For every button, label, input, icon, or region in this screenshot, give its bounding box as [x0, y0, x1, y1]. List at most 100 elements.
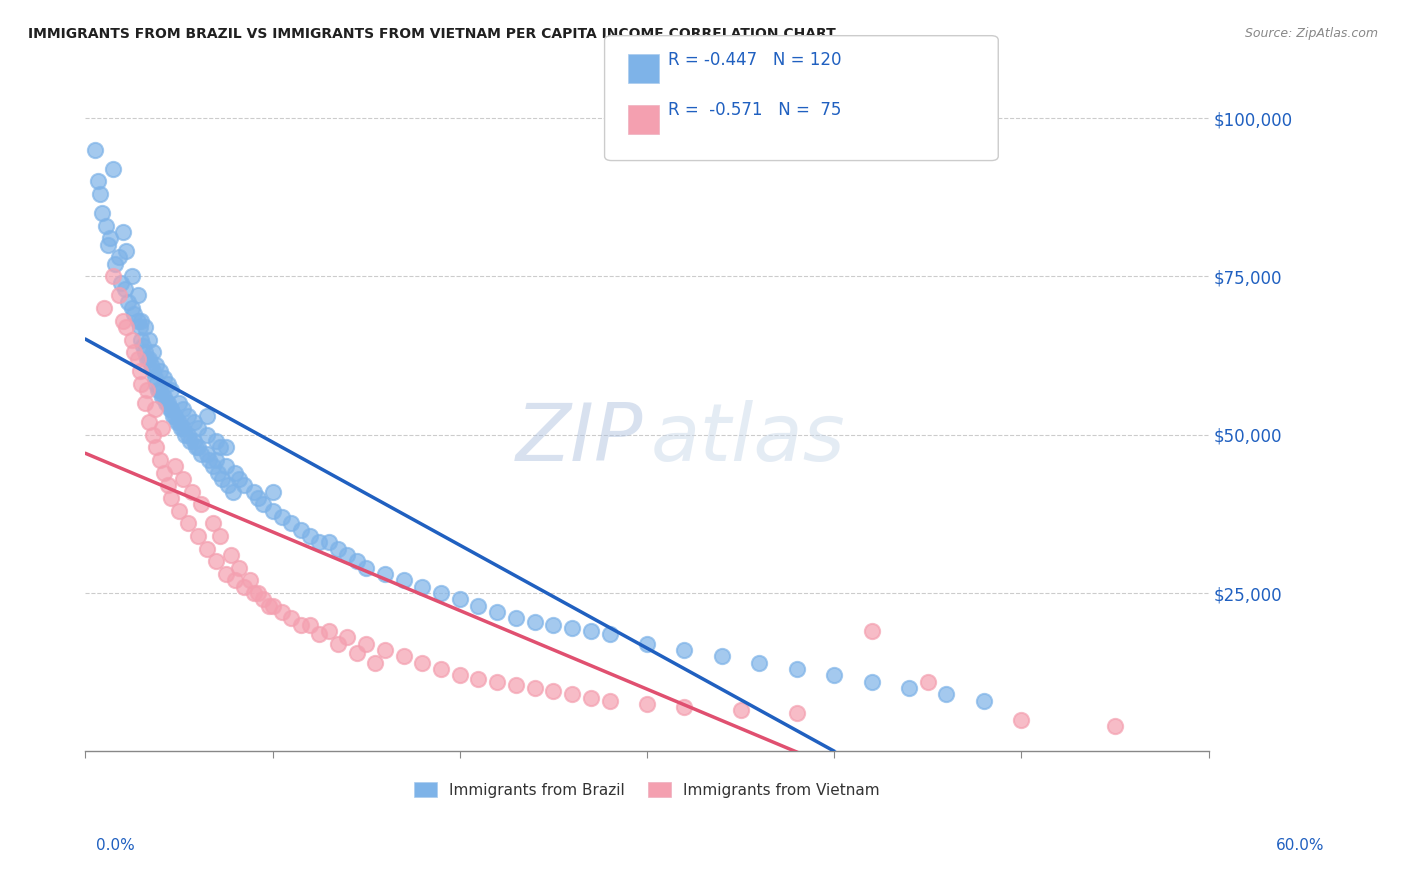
Point — [156, 396, 179, 410]
Point — [561, 621, 583, 635]
Point — [290, 617, 312, 632]
Point — [467, 672, 489, 686]
Point — [523, 681, 546, 695]
Point — [127, 288, 149, 302]
Point — [187, 421, 209, 435]
Point — [205, 554, 228, 568]
Point — [108, 251, 131, 265]
Point — [270, 605, 292, 619]
Point — [103, 269, 125, 284]
Point — [187, 529, 209, 543]
Point — [138, 351, 160, 366]
Point — [636, 637, 658, 651]
Point — [579, 624, 602, 639]
Point — [1010, 713, 1032, 727]
Point — [138, 415, 160, 429]
Point — [215, 459, 238, 474]
Point — [201, 459, 224, 474]
Point — [298, 617, 321, 632]
Point — [143, 370, 166, 384]
Point — [111, 314, 134, 328]
Point — [134, 345, 156, 359]
Point — [209, 441, 232, 455]
Point — [149, 453, 172, 467]
Point — [160, 491, 183, 505]
Point — [205, 453, 228, 467]
Point — [205, 434, 228, 448]
Point — [97, 237, 120, 252]
Point — [167, 415, 190, 429]
Point — [195, 541, 218, 556]
Point — [298, 529, 321, 543]
Point — [87, 174, 110, 188]
Point — [83, 143, 105, 157]
Point — [239, 574, 262, 588]
Point — [710, 649, 733, 664]
Point — [290, 523, 312, 537]
Point — [132, 339, 155, 353]
Point — [579, 690, 602, 705]
Text: R = -0.447   N = 120: R = -0.447 N = 120 — [668, 51, 841, 69]
Point — [252, 592, 274, 607]
Text: IMMIGRANTS FROM BRAZIL VS IMMIGRANTS FROM VIETNAM PER CAPITA INCOME CORRELATION : IMMIGRANTS FROM BRAZIL VS IMMIGRANTS FRO… — [28, 27, 837, 41]
Point — [142, 345, 165, 359]
Point — [131, 377, 153, 392]
Point — [156, 478, 179, 492]
Point — [167, 396, 190, 410]
Point — [467, 599, 489, 613]
Point — [233, 478, 256, 492]
Text: 60.0%: 60.0% — [1277, 838, 1324, 853]
Point — [505, 678, 527, 692]
Point — [224, 574, 246, 588]
Point — [195, 427, 218, 442]
Point — [354, 561, 377, 575]
Point — [127, 314, 149, 328]
Point — [411, 580, 433, 594]
Point — [139, 358, 162, 372]
Text: Source: ZipAtlas.com: Source: ZipAtlas.com — [1244, 27, 1378, 40]
Point — [486, 674, 509, 689]
Point — [165, 409, 187, 423]
Point — [195, 409, 218, 423]
Point — [111, 225, 134, 239]
Point — [392, 649, 415, 664]
Text: ZIP: ZIP — [516, 400, 644, 478]
Point — [104, 257, 127, 271]
Point — [543, 617, 565, 632]
Point — [252, 497, 274, 511]
Point — [179, 434, 201, 448]
Point — [136, 384, 159, 398]
Point — [122, 307, 145, 321]
Point — [217, 478, 239, 492]
Point — [860, 674, 883, 689]
Point — [262, 484, 284, 499]
Point — [181, 484, 204, 499]
Point — [184, 441, 207, 455]
Point — [246, 491, 269, 505]
Point — [730, 703, 752, 717]
Point — [155, 396, 177, 410]
Text: R =  -0.571   N =  75: R = -0.571 N = 75 — [668, 101, 841, 119]
Point — [354, 637, 377, 651]
Point — [505, 611, 527, 625]
Point — [177, 516, 200, 531]
Point — [318, 535, 340, 549]
Point — [374, 643, 396, 657]
Point — [131, 314, 153, 328]
Point — [228, 472, 250, 486]
Point — [318, 624, 340, 639]
Point — [156, 377, 179, 392]
Point — [209, 529, 232, 543]
Point — [173, 427, 195, 442]
Point — [143, 402, 166, 417]
Point — [280, 611, 302, 625]
Point — [786, 706, 808, 721]
Point — [364, 656, 387, 670]
Point — [128, 320, 150, 334]
Point — [222, 484, 245, 499]
Point — [153, 370, 176, 384]
Point — [145, 377, 167, 392]
Point — [145, 441, 167, 455]
Point — [599, 627, 621, 641]
Point — [153, 390, 176, 404]
